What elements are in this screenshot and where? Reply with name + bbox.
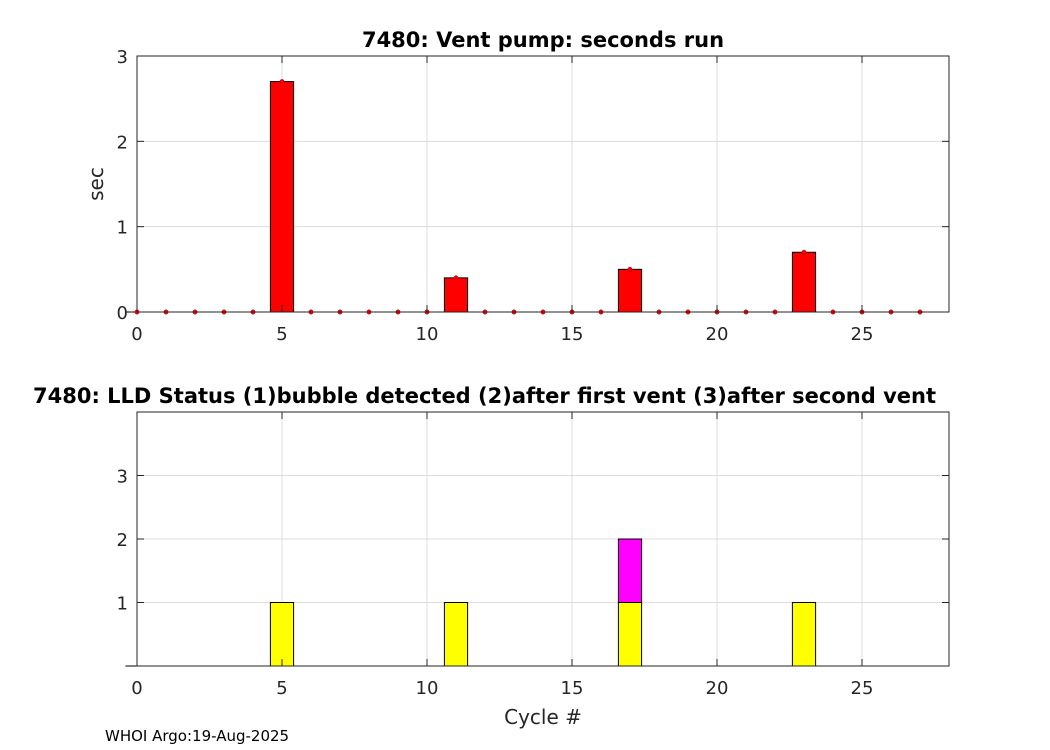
data-point bbox=[801, 249, 807, 255]
x-axis-label: Cycle # bbox=[504, 705, 582, 729]
bar bbox=[269, 81, 295, 313]
y-tick-label: 2 bbox=[117, 132, 128, 153]
y-tick-label: 3 bbox=[117, 47, 128, 68]
data-point bbox=[453, 275, 459, 281]
x-tick-label: 20 bbox=[706, 678, 729, 699]
x-tick-label: 25 bbox=[851, 678, 874, 699]
x-tick-label: 5 bbox=[276, 678, 287, 699]
footer-credit: WHOI Argo:19-Aug-2025 bbox=[105, 727, 289, 745]
plot-frame bbox=[136, 55, 950, 313]
x-tick-label: 0 bbox=[131, 678, 142, 699]
bar bbox=[443, 277, 469, 313]
data-point bbox=[279, 79, 285, 85]
bar-segment-1 bbox=[791, 602, 817, 667]
x-tick-label: 15 bbox=[561, 324, 584, 345]
bar-segment-1 bbox=[269, 602, 295, 667]
bar-segment-2 bbox=[617, 538, 643, 603]
x-tick-label: 20 bbox=[706, 324, 729, 345]
y-tick-label: 1 bbox=[117, 594, 128, 615]
bar bbox=[617, 268, 643, 313]
y-tick-label: 1 bbox=[117, 218, 128, 239]
x-tick-label: 25 bbox=[851, 324, 874, 345]
x-tick-label: 10 bbox=[416, 324, 439, 345]
y-tick-label: 2 bbox=[117, 530, 128, 551]
y-tick-label: 0 bbox=[117, 303, 128, 324]
chart-title: 7480: LLD Status (1)bubble detected (2)a… bbox=[33, 384, 936, 408]
bar-segment-1 bbox=[443, 602, 469, 667]
x-tick-label: 0 bbox=[131, 324, 142, 345]
y-axis-label: sec bbox=[84, 167, 108, 201]
bar-segment-1 bbox=[617, 602, 643, 667]
x-tick-label: 5 bbox=[276, 324, 287, 345]
lld-status-chart: 0 5 10 15 20 25 1 2 3 7480: LLD Status (1)bubble… bbox=[33, 384, 950, 729]
x-tick-label: 10 bbox=[416, 678, 439, 699]
bar bbox=[791, 251, 817, 313]
data-point bbox=[627, 266, 633, 272]
vent-pump-chart: 0 5 10 15 20 25 0 1 2 3 7480: Vent pump: seconds … bbox=[84, 28, 950, 345]
y-tick-label: 3 bbox=[117, 467, 128, 488]
chart-title: 7480: Vent pump: seconds run bbox=[362, 28, 724, 52]
x-tick-label: 15 bbox=[561, 678, 584, 699]
